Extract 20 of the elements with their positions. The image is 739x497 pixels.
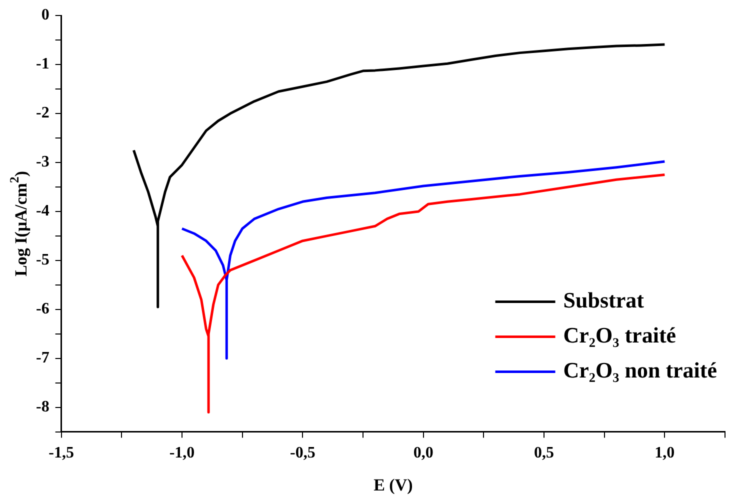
- y-tick-label: -4: [36, 202, 50, 220]
- x-tick-label: -1,0: [169, 444, 195, 462]
- y-tick-label: -3: [36, 154, 50, 171]
- y-axis-title: Log I(µA/cm2): [7, 170, 30, 276]
- y-tick-label: 0: [41, 6, 50, 24]
- y-tick-label: -1: [36, 56, 50, 73]
- y-tick-label: -2: [36, 104, 50, 122]
- y-tick-label: -5: [36, 252, 50, 269]
- y-tick-label: -6: [36, 300, 50, 318]
- x-tick-label: 0,0: [413, 444, 434, 462]
- legend-label: Cr₂O₃ non traité: [563, 357, 718, 382]
- x-axis-title: E (V): [374, 475, 413, 494]
- legend-label: Cr₂O₃ traité: [563, 322, 676, 348]
- x-tick-label: -1,5: [48, 444, 74, 462]
- x-tick-label: 1,0: [654, 444, 675, 462]
- legend-label: Substrat: [563, 287, 645, 312]
- x-tick-label: 0,5: [534, 444, 554, 462]
- y-tick-label: -7: [36, 349, 50, 366]
- y-tick-label: -8: [36, 398, 50, 416]
- x-tick-label: -0,5: [290, 444, 316, 462]
